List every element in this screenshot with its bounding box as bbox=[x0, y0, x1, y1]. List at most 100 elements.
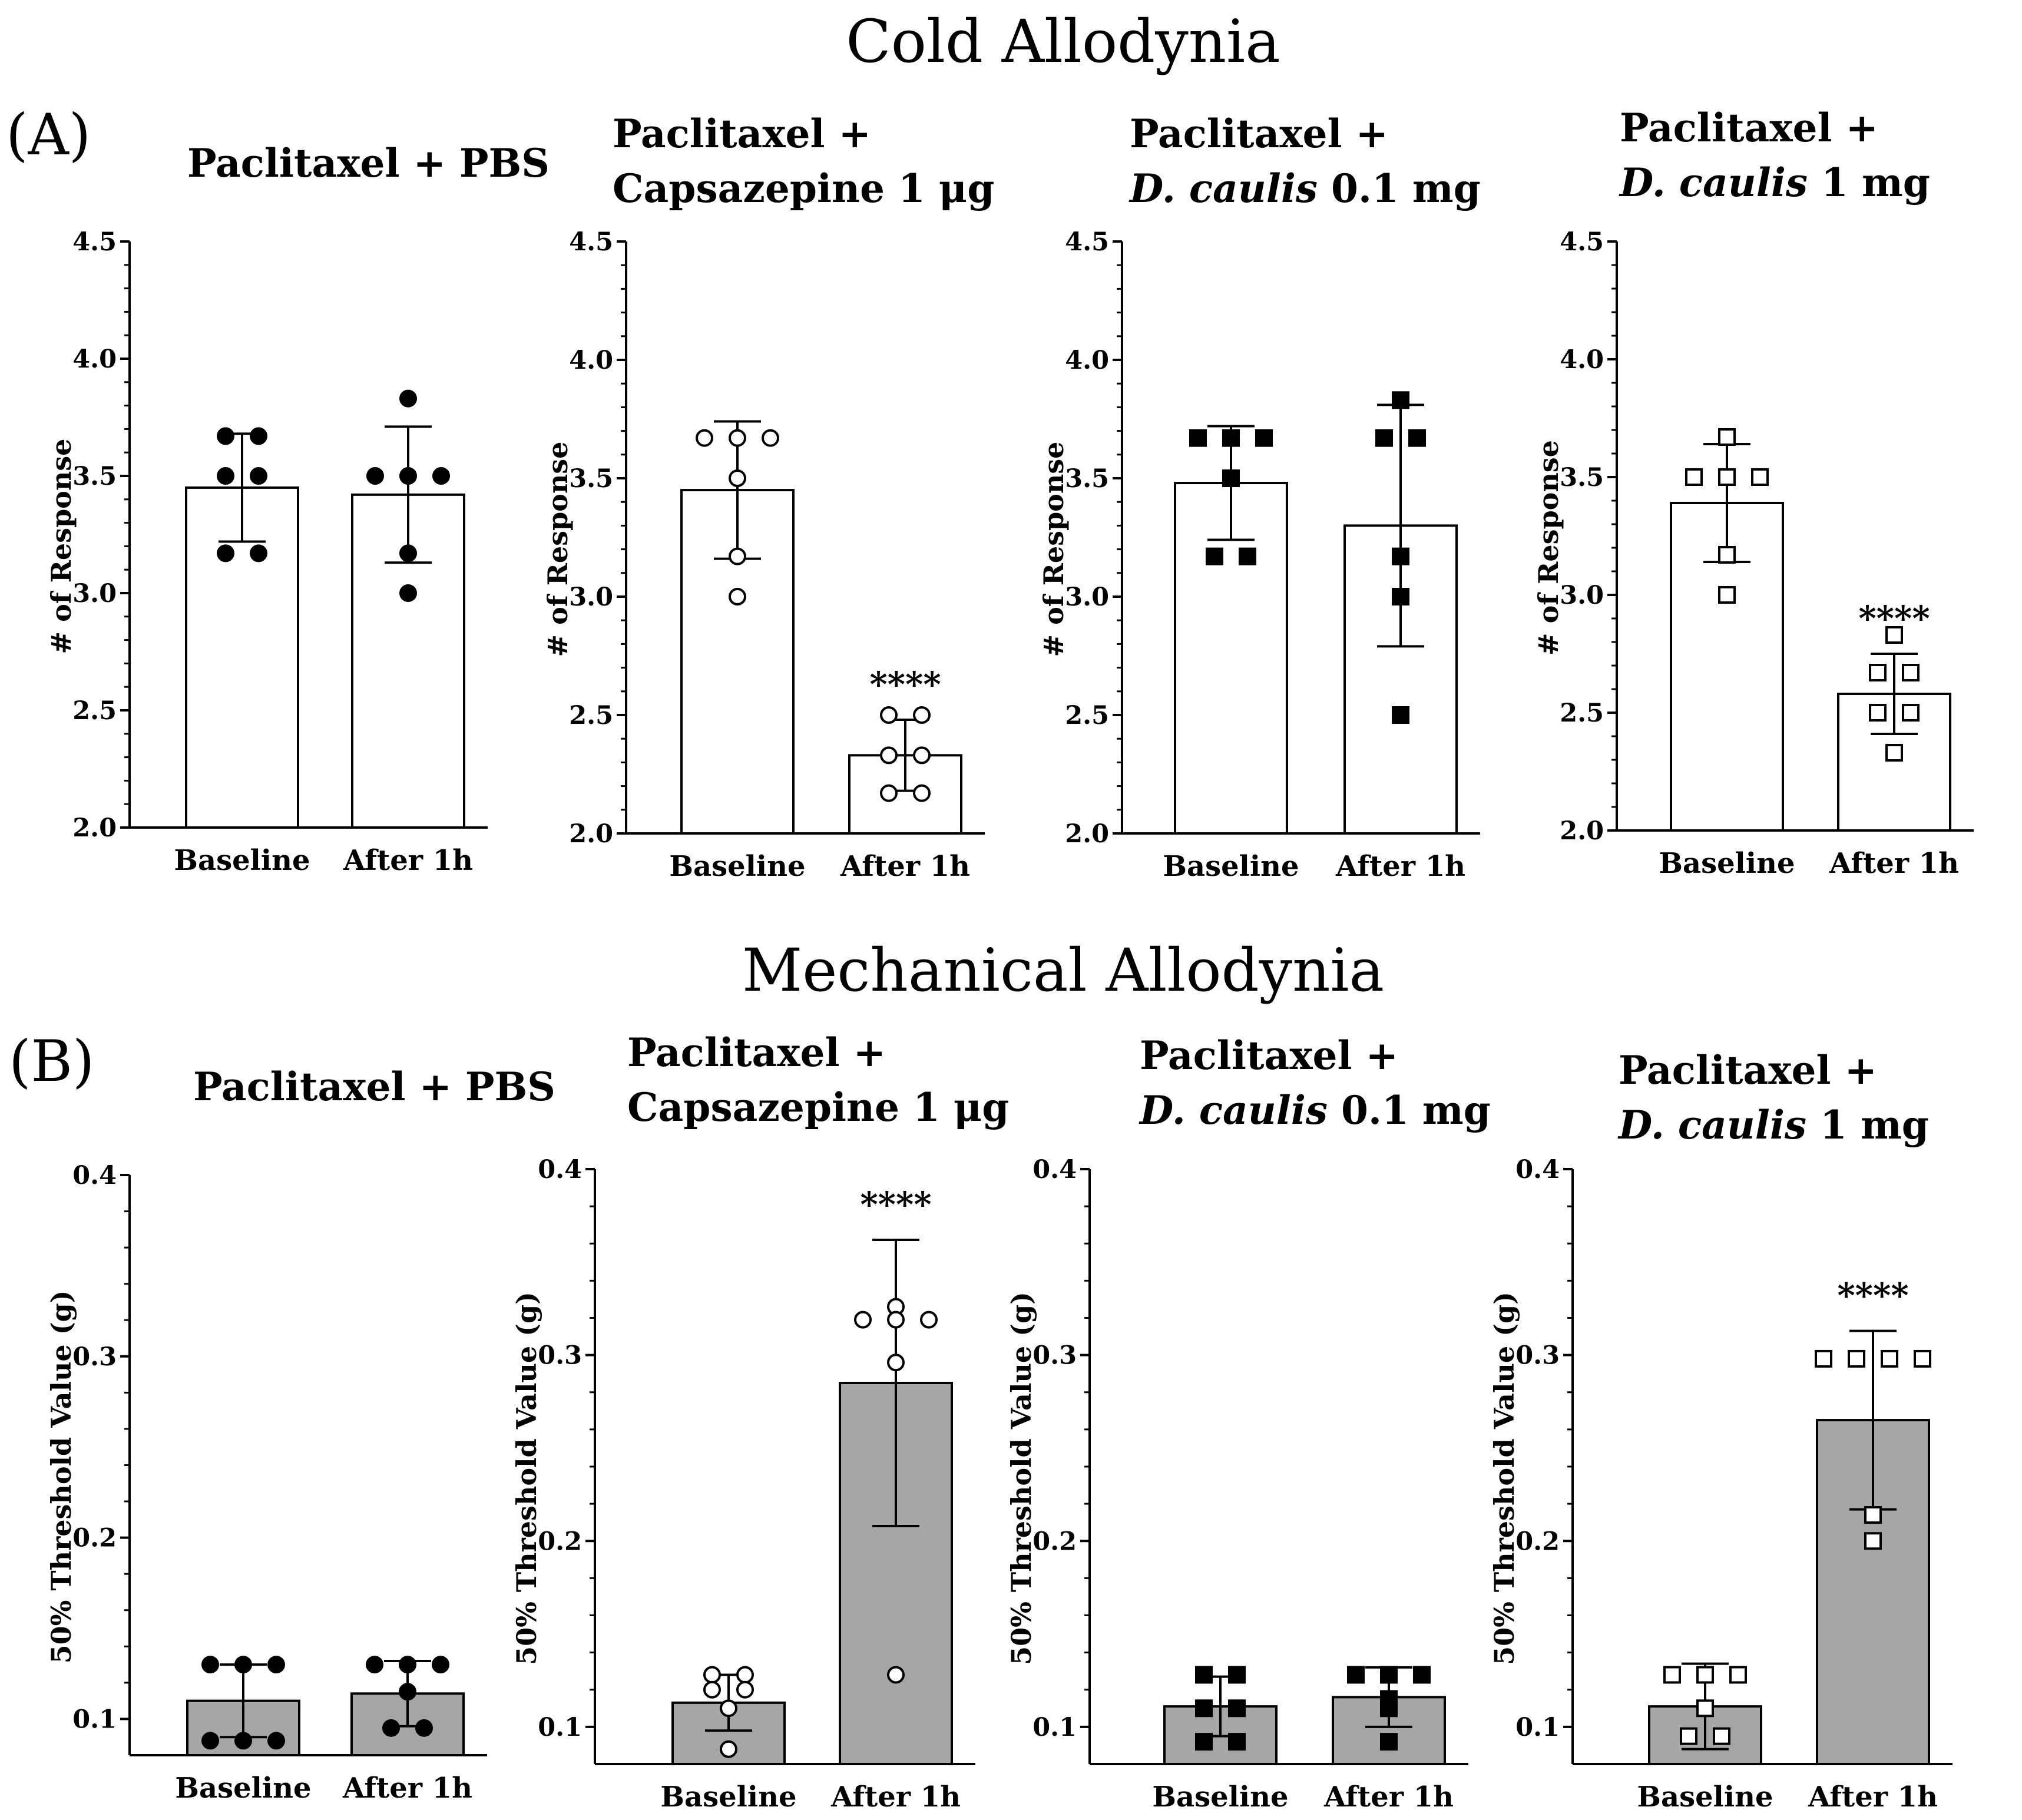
y-tick-label: 2.5 bbox=[1560, 699, 1604, 728]
y-tick-label: 3.5 bbox=[72, 462, 117, 491]
panel-title-line: Paclitaxel + bbox=[1620, 105, 1878, 151]
panel-title-segment: Paclitaxel + bbox=[1140, 1033, 1398, 1078]
data-point bbox=[1195, 1733, 1213, 1751]
panel-title-segment: Paclitaxel + bbox=[1620, 105, 1878, 151]
data-point bbox=[366, 1656, 383, 1674]
data-point bbox=[736, 1680, 754, 1699]
data-point bbox=[1729, 1666, 1747, 1684]
y-tick-label: 3.5 bbox=[1065, 464, 1109, 494]
panel-title-line: Paclitaxel + bbox=[1130, 111, 1388, 157]
y-tick-label: 4.0 bbox=[72, 345, 117, 374]
data-point bbox=[1392, 547, 1409, 565]
y-tick-label: 0.3 bbox=[1032, 1341, 1077, 1371]
y-tick-label: 4.5 bbox=[72, 227, 117, 257]
data-point bbox=[729, 429, 746, 447]
panel-title-line: Capsazepine 1 μg bbox=[627, 1084, 1009, 1130]
y-tick-label: 0.3 bbox=[72, 1342, 117, 1372]
data-point bbox=[703, 1666, 721, 1684]
y-tick-label: 0.4 bbox=[1032, 1155, 1077, 1184]
panel-label-b: (B) bbox=[9, 1028, 94, 1094]
data-point bbox=[382, 1719, 400, 1737]
data-point bbox=[880, 746, 898, 765]
data-point bbox=[887, 1666, 905, 1684]
data-point bbox=[1380, 1666, 1398, 1684]
y-axis-title: # of Response bbox=[1038, 442, 1070, 657]
data-point bbox=[1347, 1666, 1365, 1684]
x-category-label: Baseline bbox=[669, 850, 805, 883]
y-tick-label: 3.0 bbox=[72, 579, 117, 608]
y-tick-label: 2.0 bbox=[569, 819, 613, 849]
panel-title-segment: Capsazepine 1 μg bbox=[627, 1084, 1009, 1130]
x-category-label: After 1h bbox=[343, 844, 473, 877]
data-point bbox=[1914, 1349, 1931, 1368]
data-point bbox=[920, 1311, 938, 1329]
chart-panel-b2: Paclitaxel + Capsazepine 1 μg 0.1 0.2 0.3 0.4… bbox=[511, 1030, 1009, 1814]
data-point bbox=[729, 547, 746, 565]
data-point bbox=[887, 1354, 905, 1372]
data-point bbox=[1413, 1666, 1431, 1684]
panel-title-segment: D. caulis bbox=[1129, 166, 1318, 211]
x-category-label: After 1h bbox=[1829, 847, 1959, 880]
y-tick-label: 0.4 bbox=[538, 1155, 582, 1184]
data-point bbox=[1881, 1349, 1898, 1368]
x-category-label: Baseline bbox=[660, 1781, 796, 1814]
data-point bbox=[1696, 1666, 1714, 1684]
data-point bbox=[1718, 586, 1736, 604]
data-point bbox=[913, 746, 931, 765]
data-point bbox=[399, 544, 417, 562]
y-tick-label: 4.0 bbox=[1560, 345, 1604, 375]
data-point bbox=[1195, 1666, 1213, 1684]
x-category-label: After 1h bbox=[1323, 1781, 1454, 1814]
data-point bbox=[1228, 1699, 1246, 1718]
x-category-label: After 1h bbox=[840, 850, 970, 883]
y-tick-label: 3.0 bbox=[1065, 583, 1109, 612]
panel-title-segment: Capsazepine 1 μg bbox=[613, 166, 994, 211]
y-tick-label: 4.5 bbox=[1065, 227, 1109, 257]
chart-panel-a3: Paclitaxel + D. caulis 0.1 mg 2.0 2.5 3.0 3.5… bbox=[1038, 111, 1481, 883]
y-axis-title: 50% Threshold Value (g) bbox=[45, 1290, 77, 1664]
data-point bbox=[1718, 546, 1736, 564]
y-tick-label: 2.0 bbox=[1065, 819, 1109, 849]
panel-title-line: Paclitaxel + PBS bbox=[187, 140, 550, 186]
data-point bbox=[1206, 547, 1223, 565]
data-point bbox=[1392, 706, 1409, 724]
y-tick-label: 0.1 bbox=[1032, 1713, 1077, 1742]
data-point bbox=[1869, 704, 1887, 722]
data-point bbox=[399, 389, 417, 408]
data-point bbox=[250, 544, 267, 562]
data-point bbox=[913, 706, 931, 724]
data-point bbox=[217, 467, 234, 485]
data-point bbox=[1392, 391, 1409, 409]
data-point bbox=[432, 1656, 449, 1674]
panel-title-segment: Paclitaxel + PBS bbox=[187, 140, 550, 186]
bar-baseline bbox=[1174, 482, 1288, 835]
data-point bbox=[366, 467, 384, 485]
data-point bbox=[399, 1683, 416, 1701]
y-tick-label: 3.0 bbox=[1560, 581, 1604, 610]
y-tick-label: 2.5 bbox=[72, 696, 117, 726]
data-point bbox=[1680, 1727, 1697, 1745]
chart-panel-a2: Paclitaxel + Capsazepine 1 μg 2.0 2.5 3.0 3.5… bbox=[542, 111, 994, 883]
panel-title-segment: 1 mg bbox=[1808, 160, 1930, 206]
data-point bbox=[887, 1311, 905, 1329]
chart-panel-a1: Paclitaxel + PBS 2.0 2.5 3.0 3.5 4.0 4.5 # of R… bbox=[45, 140, 550, 877]
y-axis-title: # of Response bbox=[542, 442, 574, 657]
panel-label-a: (A) bbox=[6, 102, 91, 168]
data-point bbox=[720, 1699, 737, 1718]
y-tick-label: 0.2 bbox=[72, 1524, 117, 1553]
data-point bbox=[1189, 429, 1207, 447]
panel-title-segment: D. caulis bbox=[1139, 1087, 1328, 1133]
data-point bbox=[1815, 1349, 1832, 1368]
y-axis-title: # of Response bbox=[1533, 440, 1564, 656]
data-point bbox=[234, 1656, 252, 1674]
significance-label: **** bbox=[869, 664, 941, 704]
data-point bbox=[250, 467, 267, 485]
data-point bbox=[217, 544, 234, 562]
significance-label: **** bbox=[860, 1184, 931, 1225]
data-point bbox=[1195, 1699, 1213, 1718]
y-tick-label: 0.2 bbox=[1032, 1527, 1077, 1556]
data-point bbox=[1902, 704, 1920, 722]
data-point bbox=[1222, 469, 1240, 487]
data-point bbox=[399, 1656, 416, 1674]
data-point bbox=[201, 1732, 219, 1750]
